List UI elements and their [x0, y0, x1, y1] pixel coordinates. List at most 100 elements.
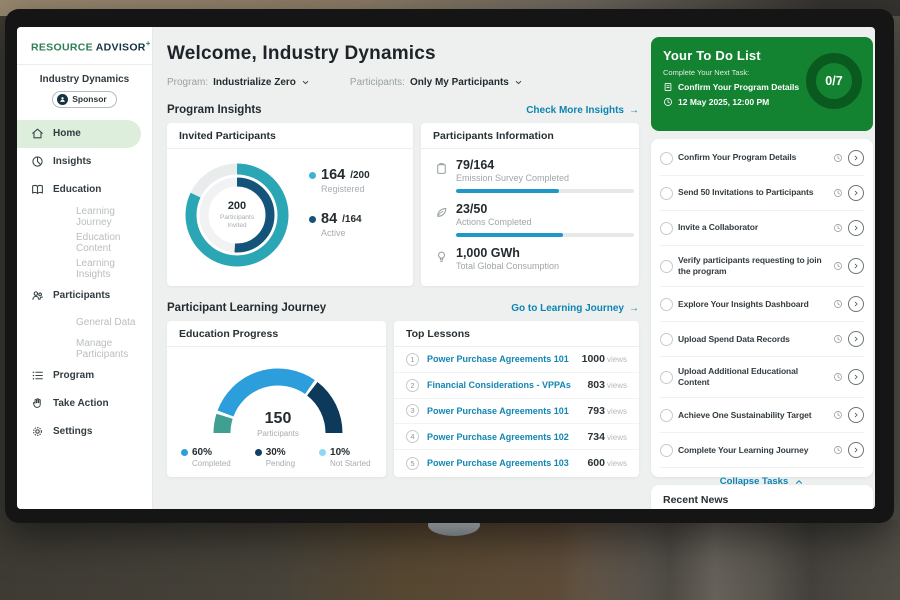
collapse-tasks-link[interactable]: Collapse Tasks: [660, 468, 864, 491]
todo-hero-card: Your To Do List Complete Your Next Task:…: [651, 37, 873, 131]
stats-list: 79/164 Emission Survey Completed: [421, 149, 639, 271]
sidebar-item[interactable]: Education Content: [17, 230, 152, 256]
go-to-learning-journey-link[interactable]: Go to Learning Journey →: [511, 302, 639, 314]
task-checkbox[interactable]: [660, 370, 673, 384]
progress-bar: [456, 189, 634, 193]
task-go-button[interactable]: [848, 369, 864, 386]
todo-panel: Your To Do List Complete Your Next Task:…: [651, 27, 873, 509]
sidebar-item[interactable]: Home: [17, 119, 141, 148]
check-more-insights-link[interactable]: Check More Insights →: [526, 104, 639, 116]
task-row[interactable]: Achieve One Sustainability Target: [660, 398, 864, 434]
task-go-button[interactable]: [848, 442, 864, 459]
chevron-down-icon: [514, 78, 523, 87]
todo-next-task: Confirm Your Program Details: [663, 82, 861, 92]
education-progress-card: Education Progress 150 Participants: [167, 321, 386, 477]
legend-label: Not Started: [330, 459, 371, 468]
sidebar-item-label: Education: [53, 184, 102, 195]
legend-dot: [181, 449, 188, 456]
clock-icon: [833, 445, 843, 455]
task-row[interactable]: Explore Your Insights Dashboard: [660, 287, 864, 323]
gauge-center: 150 Participants: [257, 410, 299, 438]
clock-icon: [833, 410, 843, 420]
sidebar-item[interactable]: Settings: [17, 418, 152, 446]
task-checkbox[interactable]: [660, 259, 673, 273]
task-go-button[interactable]: [848, 220, 864, 236]
task-go-button[interactable]: [848, 407, 864, 424]
task-row[interactable]: Complete Your Learning Journey: [660, 433, 864, 469]
sidebar-item-label: Program: [53, 370, 95, 381]
filter-dropdown[interactable]: Program: Industrialize Zero: [167, 77, 310, 88]
task-checkbox[interactable]: [660, 151, 673, 165]
participants-information-card: Participants Information 79/164 Emission…: [421, 123, 639, 286]
program-insights-header: Program Insights Check More Insights →: [167, 104, 639, 116]
clock-icon: [833, 299, 843, 309]
task-label: Invite a Collaborator: [678, 222, 759, 233]
sidebar-item[interactable]: Insights: [17, 148, 152, 176]
lesson-link[interactable]: Power Purchase Agreements 103: [427, 458, 569, 469]
lesson-row: 1 Power Purchase Agreements 101 1000 view…: [394, 347, 639, 373]
legend-dot: [254, 449, 262, 456]
lesson-link[interactable]: Financial Considerations - VPPAs: [427, 380, 571, 391]
task-row[interactable]: Upload Additional Educational Content: [660, 357, 864, 399]
sponsor-badge[interactable]: Sponsor: [52, 90, 117, 108]
task-checkbox[interactable]: [660, 408, 673, 422]
sidebar-item[interactable]: Program: [17, 362, 152, 390]
task-row[interactable]: Verify participants requesting to join t…: [660, 246, 864, 288]
sidebar-item-label: Learning Journey: [76, 205, 115, 228]
lesson-link[interactable]: Power Purchase Agreements 101: [427, 405, 569, 416]
arrow-right-icon: →: [629, 302, 639, 314]
lesson-link[interactable]: Power Purchase Agreements 101: [427, 354, 569, 365]
chevron-right-icon: [852, 446, 860, 454]
filter-dropdown[interactable]: Participants: Only My Participants: [350, 77, 523, 88]
chevron-down-icon: [301, 78, 310, 87]
task-label: Confirm Your Program Details: [678, 152, 797, 163]
progress-bar: [456, 233, 634, 237]
sidebar-item[interactable]: Learning Journey: [17, 204, 152, 230]
education-gauge-chart: 150 Participants: [203, 355, 353, 439]
task-go-button[interactable]: [848, 185, 864, 201]
task-label: Complete Your Learning Journey: [678, 444, 809, 455]
learning-cards-row: Education Progress 150 Participants: [167, 321, 639, 477]
task-row[interactable]: Invite a Collaborator: [660, 211, 864, 246]
background-shadows: [580, 520, 900, 600]
sidebar-item[interactable]: Learning Insights: [17, 256, 152, 282]
org-block: Industry Dynamics Sponsor: [17, 65, 152, 118]
actions-icon: [435, 206, 448, 219]
task-checkbox[interactable]: [660, 443, 673, 457]
task-checkbox[interactable]: [660, 186, 673, 200]
task-row[interactable]: Confirm Your Program Details: [660, 141, 864, 176]
lesson-views: 793: [587, 404, 605, 417]
task-go-button[interactable]: [848, 331, 864, 348]
stat-row: 23/50 Actions Completed: [421, 193, 639, 237]
lesson-views: 1000: [581, 353, 605, 366]
invited-donut-chart: 200 Participants Invited: [181, 159, 293, 271]
task-go-button[interactable]: [848, 258, 864, 275]
task-checkbox[interactable]: [660, 332, 673, 346]
task-row[interactable]: Send 50 Invitations to Participants: [660, 176, 864, 211]
sidebar-item-label: Home: [53, 128, 81, 139]
sidebar-item-label: Learning Insights: [76, 257, 115, 280]
task-row[interactable]: Upload Spend Data Records: [660, 322, 864, 358]
task-label: Achieve One Sustainability Target: [678, 409, 812, 420]
sidebar-item-label: Education Content: [76, 231, 121, 254]
sidebar-item[interactable]: Manage Participants: [17, 336, 152, 362]
clock-icon: [833, 153, 843, 163]
sidebar-item[interactable]: Participants: [17, 282, 152, 310]
clock-icon: [833, 372, 843, 382]
sidebar-item[interactable]: Education: [17, 176, 152, 204]
page-title: Welcome, Industry Dynamics: [167, 43, 436, 64]
sidebar-item[interactable]: Take Action: [17, 390, 152, 418]
stat-value: 23/50: [456, 202, 488, 216]
task-checkbox[interactable]: [660, 221, 673, 235]
lesson-link[interactable]: Power Purchase Agreements 102: [427, 431, 569, 442]
clock-icon: [833, 261, 843, 271]
sidebar-item-label: Manage Participants: [76, 337, 129, 360]
donut-svg: [185, 163, 289, 267]
task-go-button[interactable]: [848, 296, 864, 313]
task-checkbox[interactable]: [660, 297, 673, 311]
sidebar-item[interactable]: General Data: [17, 310, 152, 336]
survey-icon: [435, 162, 448, 175]
sidebar-item-label: Settings: [53, 426, 93, 437]
brand-plus: +: [145, 39, 151, 48]
task-go-button[interactable]: [848, 150, 864, 166]
